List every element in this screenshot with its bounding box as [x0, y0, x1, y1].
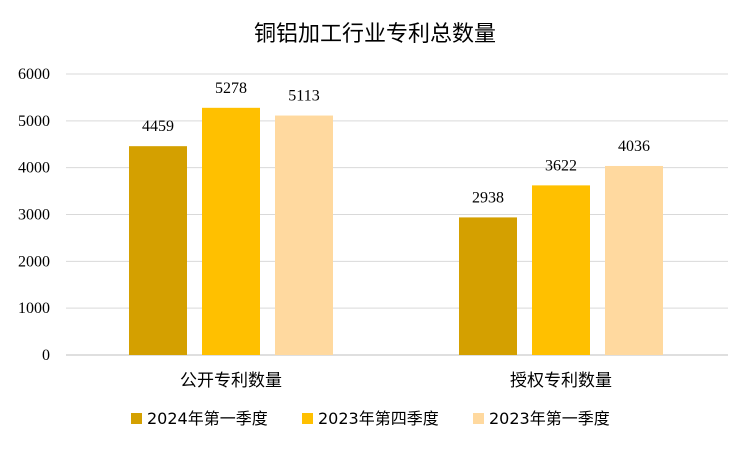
bar [129, 146, 187, 355]
data-label: 2938 [472, 189, 504, 206]
legend-item: 2023年第一季度 [473, 409, 610, 428]
y-tick-label: 5000 [18, 113, 50, 130]
x-tick-label: 公开专利数量 [180, 371, 282, 391]
data-label: 3622 [545, 157, 577, 174]
data-label: 4459 [142, 118, 174, 135]
legend-item: 2024年第一季度 [131, 409, 268, 428]
legend-swatch [131, 413, 142, 424]
legend-swatch [302, 413, 313, 424]
legend-item: 2023年第四季度 [302, 409, 439, 428]
legend-label: 2023年第一季度 [489, 409, 610, 428]
legend-label: 2024年第一季度 [147, 409, 268, 428]
x-axis: 公开专利数量 授权专利数量 [180, 371, 612, 391]
x-tick-label: 授权专利数量 [510, 371, 612, 391]
legend-swatch [473, 413, 484, 424]
y-tick-label: 6000 [18, 66, 50, 83]
bar [532, 185, 590, 355]
data-labels: 4459 5278 5113 2938 3622 4036 [142, 80, 650, 207]
bar [605, 165, 663, 355]
chart-title: 铜铝加工行业专利总数量 [254, 22, 496, 47]
y-tick-label: 3000 [18, 207, 50, 224]
bar [202, 107, 260, 356]
bar [275, 115, 333, 355]
data-label: 5113 [288, 88, 319, 105]
bar [459, 217, 517, 355]
legend: 2024年第一季度 2023年第四季度 2023年第一季度 [131, 409, 610, 428]
legend-label: 2023年第四季度 [318, 409, 439, 428]
y-tick-label: 1000 [18, 300, 50, 317]
data-label: 4036 [618, 138, 650, 155]
data-label: 5278 [215, 80, 247, 97]
y-tick-label: 2000 [18, 253, 50, 270]
y-tick-label: 0 [42, 347, 50, 364]
bars [129, 107, 663, 356]
y-tick-label: 4000 [18, 160, 50, 177]
y-axis: 0 1000 2000 3000 4000 5000 6000 [18, 66, 50, 364]
